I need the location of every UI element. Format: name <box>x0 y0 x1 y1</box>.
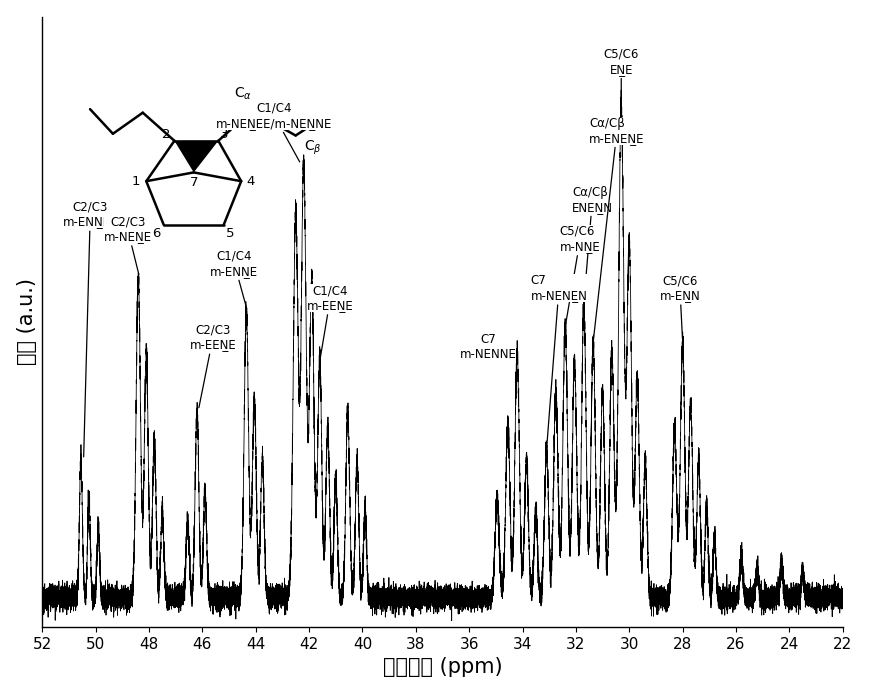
Text: Cα/Cβ
m-ENEN̲E: Cα/Cβ m-ENEN̲E <box>589 117 645 339</box>
Text: C2/C3
m-EEN̲E: C2/C3 m-EEN̲E <box>189 323 236 408</box>
Text: C1/C4
m-NEN̲EE/m-NEN̲NE: C1/C4 m-NEN̲EE/m-NEN̲NE <box>216 102 333 162</box>
X-axis label: 化学位移 (ppm): 化学位移 (ppm) <box>382 657 502 677</box>
Text: C1/C4
m-EEN̲E: C1/C4 m-EEN̲E <box>307 284 354 359</box>
Text: C1/C4
m-ENN̲E: C1/C4 m-ENN̲E <box>210 250 258 310</box>
Text: C5/C6
m-EN̲N: C5/C6 m-EN̲N <box>660 274 700 339</box>
Text: C7
m-NENNE: C7 m-NENNE <box>460 333 517 362</box>
Text: Cα/Cβ
ENEN̲N: Cα/Cβ ENEN̲N <box>572 185 613 299</box>
Text: C5/C6
m-NN̲E: C5/C6 m-NN̲E <box>560 225 600 324</box>
Text: C2/C3
m-ENN̲EE: C2/C3 m-ENN̲EE <box>63 201 118 457</box>
Text: C7
m-NENE̲N: C7 m-NENE̲N <box>530 274 587 447</box>
Text: C2/C3
m-NEN̲E: C2/C3 m-NEN̲E <box>103 215 152 275</box>
Y-axis label: 强度 (a.u.): 强度 (a.u.) <box>17 278 36 365</box>
Text: C5/C6
EN̲E: C5/C6 EN̲E <box>604 48 639 103</box>
